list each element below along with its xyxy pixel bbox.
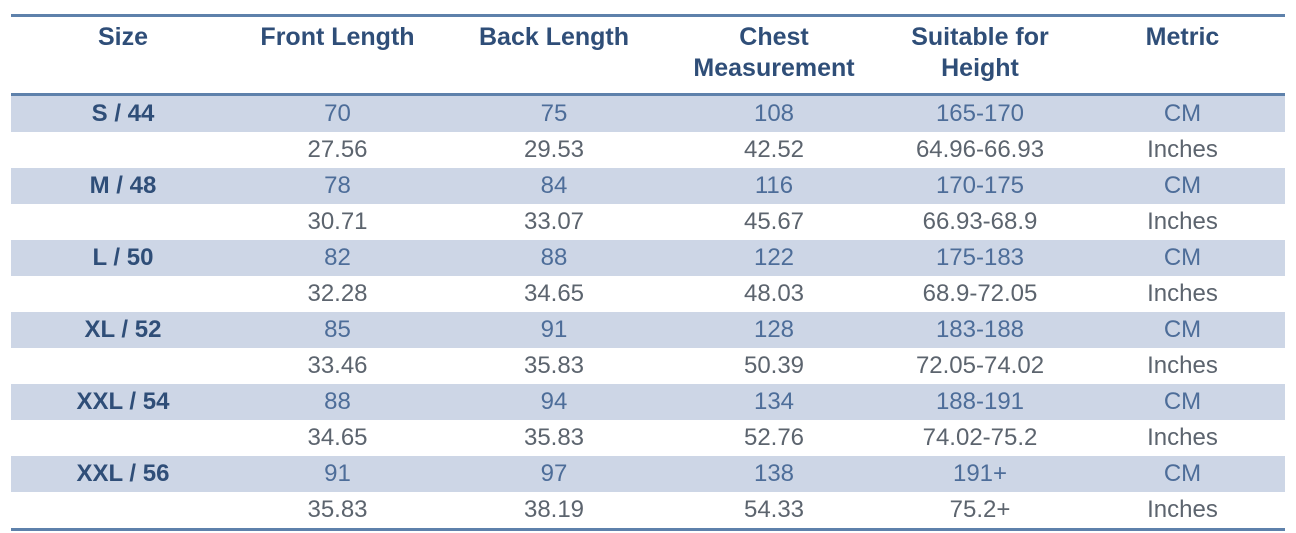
header-suitable-height: Suitable for Height — [880, 15, 1080, 96]
cell-back-length: 35.83 — [523, 352, 585, 379]
header-back-length: Back Length — [440, 15, 668, 96]
table-row-inches: 34.65 35.83 52.76 74.02-75.2 Inches — [11, 420, 1285, 456]
cell-height: 72.05-74.02 — [915, 352, 1045, 379]
cell-size — [11, 348, 235, 384]
table-row-inches: 33.46 35.83 50.39 72.05-74.02 Inches — [11, 348, 1285, 384]
cell-chest: 50.39 — [743, 352, 805, 379]
cell-back-length: 97 — [540, 460, 568, 487]
header-size: Size — [11, 15, 235, 96]
cell-back-length: 38.19 — [523, 496, 585, 523]
cell-chest: 116 — [754, 172, 794, 199]
cell-size: M / 48 — [89, 172, 157, 199]
cell-size: XXL / 56 — [76, 460, 170, 487]
cell-metric: Inches — [1147, 424, 1218, 451]
cell-height: 165-170 — [935, 100, 1025, 127]
cell-back-length: 29.53 — [523, 136, 585, 163]
cell-height: 66.93-68.9 — [922, 208, 1038, 235]
cell-chest: 134 — [753, 388, 795, 415]
size-chart-container: Size Front Length Back Length Chest Meas… — [11, 14, 1285, 531]
cell-front-length: 32.28 — [307, 280, 368, 307]
cell-height: 74.02-75.2 — [922, 424, 1038, 451]
cell-back-length: 94 — [540, 388, 568, 415]
cell-metric: CM — [1163, 100, 1202, 127]
cell-metric: Inches — [1147, 136, 1218, 163]
header-front-length: Front Length — [235, 15, 440, 96]
header-metric: Metric — [1080, 15, 1285, 96]
table-row-inches: 30.71 33.07 45.67 66.93-68.9 Inches — [11, 204, 1285, 240]
cell-chest: 122 — [753, 244, 795, 271]
cell-front-length: 33.46 — [307, 352, 368, 379]
table-row-cm: M / 48 78 84 116 170-175 CM — [11, 168, 1285, 204]
cell-chest: 138 — [753, 460, 795, 487]
cell-height: 64.96-66.93 — [915, 136, 1045, 163]
cell-height: 170-175 — [935, 172, 1025, 199]
cell-front-length: 82 — [324, 244, 351, 271]
table-row-cm: XL / 52 85 91 128 183-188 CM — [11, 312, 1285, 348]
cell-front-length: 70 — [324, 100, 351, 127]
cell-front-length: 91 — [324, 460, 351, 487]
cell-size — [11, 492, 235, 530]
cell-chest: 54.33 — [743, 496, 805, 523]
cell-chest: 52.76 — [743, 424, 805, 451]
cell-size — [11, 276, 235, 312]
cell-back-length: 84 — [540, 172, 568, 199]
cell-front-length: 34.65 — [307, 424, 368, 451]
cell-back-length: 33.07 — [523, 208, 585, 235]
header-chest-measurement: Chest Measurement — [668, 15, 880, 96]
cell-metric: Inches — [1147, 280, 1218, 307]
cell-back-length: 35.83 — [523, 424, 585, 451]
cell-front-length: 30.71 — [307, 208, 368, 235]
table-row-cm: XXL / 54 88 94 134 188-191 CM — [11, 384, 1285, 420]
table-row-inches: 32.28 34.65 48.03 68.9-72.05 Inches — [11, 276, 1285, 312]
cell-front-length: 88 — [324, 388, 351, 415]
cell-metric: CM — [1163, 388, 1202, 415]
cell-chest: 128 — [753, 316, 795, 343]
cell-back-length: 75 — [540, 100, 568, 127]
cell-metric: CM — [1163, 460, 1202, 487]
cell-height: 68.9-72.05 — [922, 280, 1038, 307]
table-row-inches: 35.83 38.19 54.33 75.2+ Inches — [11, 492, 1285, 530]
table-row-cm: L / 50 82 88 122 175-183 CM — [11, 240, 1285, 276]
table-row-cm: S / 44 70 75 108 165-170 CM — [11, 94, 1285, 132]
table-body: S / 44 70 75 108 165-170 CM 27.56 29.53 42.52 64.… — [11, 94, 1285, 530]
table-row-cm: XXL / 56 91 97 138 191+ CM — [11, 456, 1285, 492]
cell-metric: CM — [1163, 316, 1202, 343]
cell-size: L / 50 — [92, 244, 154, 271]
cell-size — [11, 204, 235, 240]
cell-chest: 45.67 — [743, 208, 805, 235]
cell-chest: 108 — [753, 100, 795, 127]
cell-back-length: 34.65 — [523, 280, 585, 307]
header-row: Size Front Length Back Length Chest Meas… — [11, 15, 1285, 96]
cell-size: XXL / 54 — [76, 388, 170, 415]
cell-size: XL / 52 — [84, 316, 162, 343]
cell-front-length: 27.56 — [307, 136, 368, 163]
cell-size: S / 44 — [91, 100, 155, 127]
size-chart-table: Size Front Length Back Length Chest Meas… — [11, 14, 1285, 531]
cell-metric: Inches — [1147, 352, 1218, 379]
cell-back-length: 88 — [540, 244, 568, 271]
cell-front-length: 78 — [324, 172, 351, 199]
cell-front-length: 35.83 — [307, 496, 368, 523]
cell-size — [11, 132, 235, 168]
cell-height: 75.2+ — [949, 496, 1011, 523]
cell-height: 188-191 — [935, 388, 1025, 415]
cell-metric: CM — [1163, 244, 1202, 271]
cell-size — [11, 420, 235, 456]
cell-metric: Inches — [1147, 496, 1218, 523]
cell-back-length: 91 — [540, 316, 568, 343]
cell-height: 183-188 — [935, 316, 1025, 343]
cell-front-length: 85 — [324, 316, 351, 343]
cell-height: 191+ — [952, 460, 1008, 487]
cell-chest: 42.52 — [743, 136, 805, 163]
cell-height: 175-183 — [935, 244, 1025, 271]
table-row-inches: 27.56 29.53 42.52 64.96-66.93 Inches — [11, 132, 1285, 168]
cell-metric: CM — [1163, 172, 1202, 199]
cell-metric: Inches — [1147, 208, 1218, 235]
cell-chest: 48.03 — [743, 280, 805, 307]
